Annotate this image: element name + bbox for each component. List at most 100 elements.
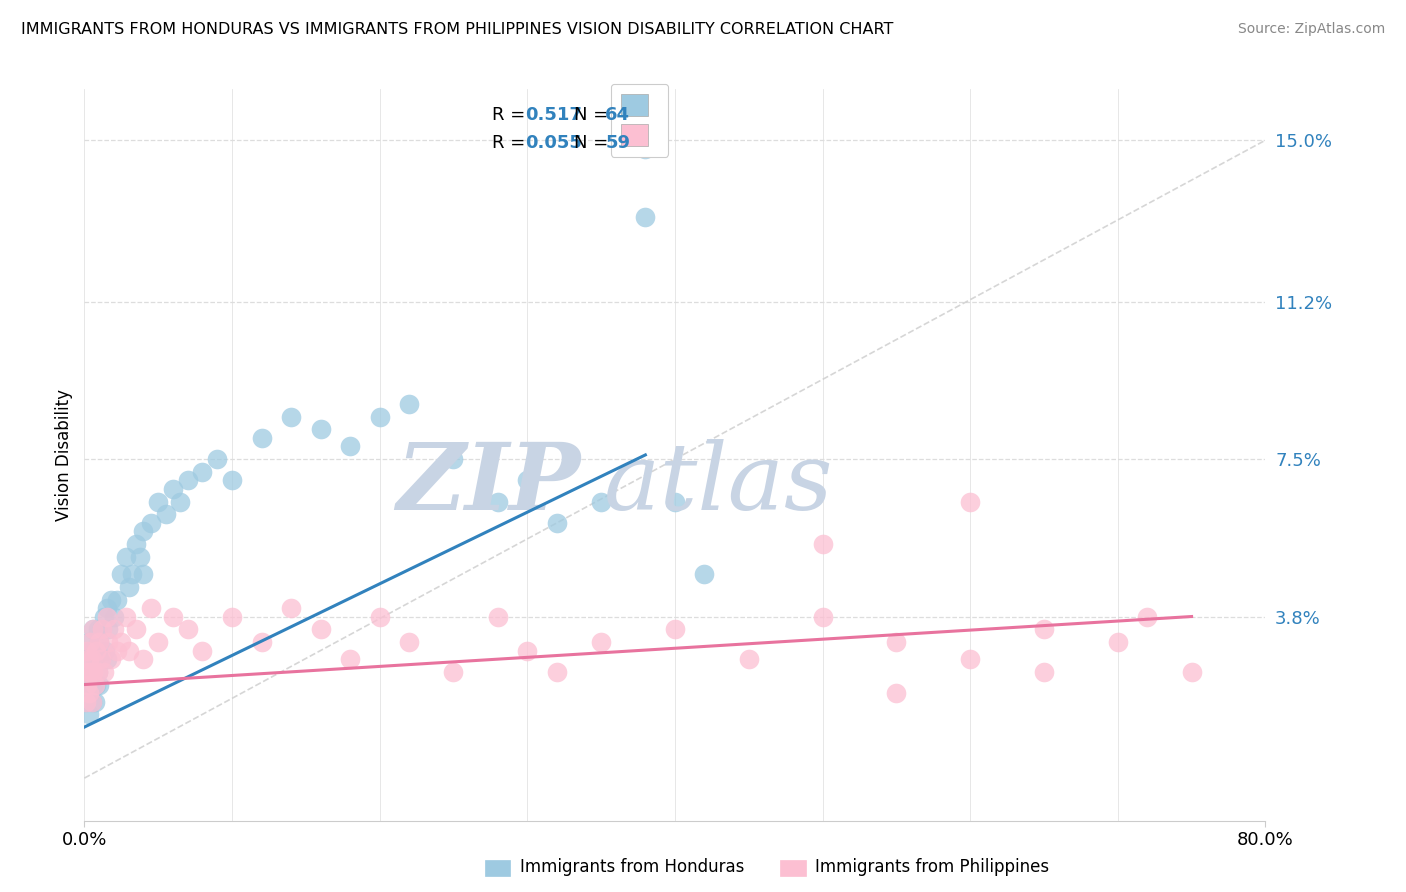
Text: Immigrants from Philippines: Immigrants from Philippines	[815, 858, 1050, 876]
Point	[486, 609, 509, 624]
Point	[118, 643, 141, 657]
Point	[96, 601, 118, 615]
Point	[79, 635, 101, 649]
Point	[110, 566, 132, 581]
Point	[76, 643, 98, 657]
Text: IMMIGRANTS FROM HONDURAS VS IMMIGRANTS FROM PHILIPPINES VISION DISABILITY CORREL: IMMIGRANTS FROM HONDURAS VS IMMIGRANTS F…	[21, 22, 893, 37]
Point	[97, 622, 120, 636]
Point	[368, 609, 391, 624]
Point	[83, 677, 105, 691]
Point	[105, 643, 128, 657]
Point	[148, 494, 170, 508]
Point	[207, 452, 229, 467]
Point	[84, 643, 107, 657]
Point	[77, 665, 100, 679]
Point	[75, 665, 97, 679]
Point	[132, 652, 155, 666]
Point	[82, 622, 104, 636]
Point	[77, 635, 100, 649]
Text: N =: N =	[575, 106, 614, 124]
Point	[177, 474, 200, 488]
Point	[546, 665, 568, 679]
Point	[155, 508, 177, 522]
Point	[86, 622, 108, 636]
Point	[103, 609, 125, 624]
Point	[110, 635, 132, 649]
Point	[811, 537, 834, 551]
Point	[1033, 665, 1056, 679]
Text: atlas: atlas	[605, 439, 834, 529]
Point	[398, 635, 420, 649]
Point	[90, 652, 112, 666]
Point	[129, 549, 152, 564]
Text: N =: N =	[575, 134, 614, 152]
Text: 59: 59	[605, 134, 630, 152]
Point	[309, 622, 332, 636]
Point	[80, 652, 103, 666]
Point	[811, 609, 834, 624]
Point	[516, 643, 538, 657]
Point	[693, 566, 716, 581]
Point	[125, 622, 148, 636]
Point	[105, 592, 128, 607]
Text: ZIP: ZIP	[396, 439, 581, 529]
Point	[486, 494, 509, 508]
Point	[162, 609, 184, 624]
Point	[309, 422, 332, 436]
Point	[76, 686, 98, 700]
Point	[959, 494, 981, 508]
Point	[139, 601, 162, 615]
Point	[80, 665, 103, 679]
Point	[280, 409, 302, 424]
Point	[139, 516, 162, 530]
Y-axis label: Vision Disability: Vision Disability	[55, 389, 73, 521]
Point	[1181, 665, 1204, 679]
Point	[83, 652, 105, 666]
Point	[82, 677, 104, 691]
Point	[84, 643, 107, 657]
Text: 0.517: 0.517	[524, 106, 582, 124]
Point	[93, 609, 115, 624]
Point	[162, 482, 184, 496]
Text: Immigrants from Honduras: Immigrants from Honduras	[520, 858, 745, 876]
Point	[91, 622, 114, 636]
Point	[87, 635, 111, 649]
Point	[169, 494, 191, 508]
Point	[368, 409, 391, 424]
Point	[79, 686, 101, 700]
Point	[221, 609, 243, 624]
Point	[87, 635, 111, 649]
Point	[100, 652, 122, 666]
Point	[75, 695, 97, 709]
Point	[443, 665, 465, 679]
Point	[97, 635, 120, 649]
Point	[90, 652, 112, 666]
Point	[516, 474, 538, 488]
Legend: , : ,	[610, 84, 668, 156]
Point	[77, 652, 100, 666]
Point	[91, 622, 114, 636]
Point	[82, 622, 104, 636]
Point	[191, 465, 214, 479]
Point	[1136, 609, 1159, 624]
Point	[76, 652, 98, 666]
Point	[738, 652, 761, 666]
Point	[96, 652, 118, 666]
Point	[86, 665, 108, 679]
Text: 64: 64	[605, 106, 630, 124]
Point	[634, 142, 657, 156]
Point	[1033, 622, 1056, 636]
Point	[132, 524, 155, 539]
Text: Source: ZipAtlas.com: Source: ZipAtlas.com	[1237, 22, 1385, 37]
Point	[114, 609, 136, 624]
Point	[79, 665, 101, 679]
Point	[339, 652, 361, 666]
Point	[959, 652, 981, 666]
Point	[83, 695, 105, 709]
Point	[339, 439, 361, 453]
Point	[221, 474, 243, 488]
Point	[77, 686, 100, 700]
Point	[591, 635, 613, 649]
Point	[191, 643, 214, 657]
Text: R =: R =	[492, 134, 531, 152]
